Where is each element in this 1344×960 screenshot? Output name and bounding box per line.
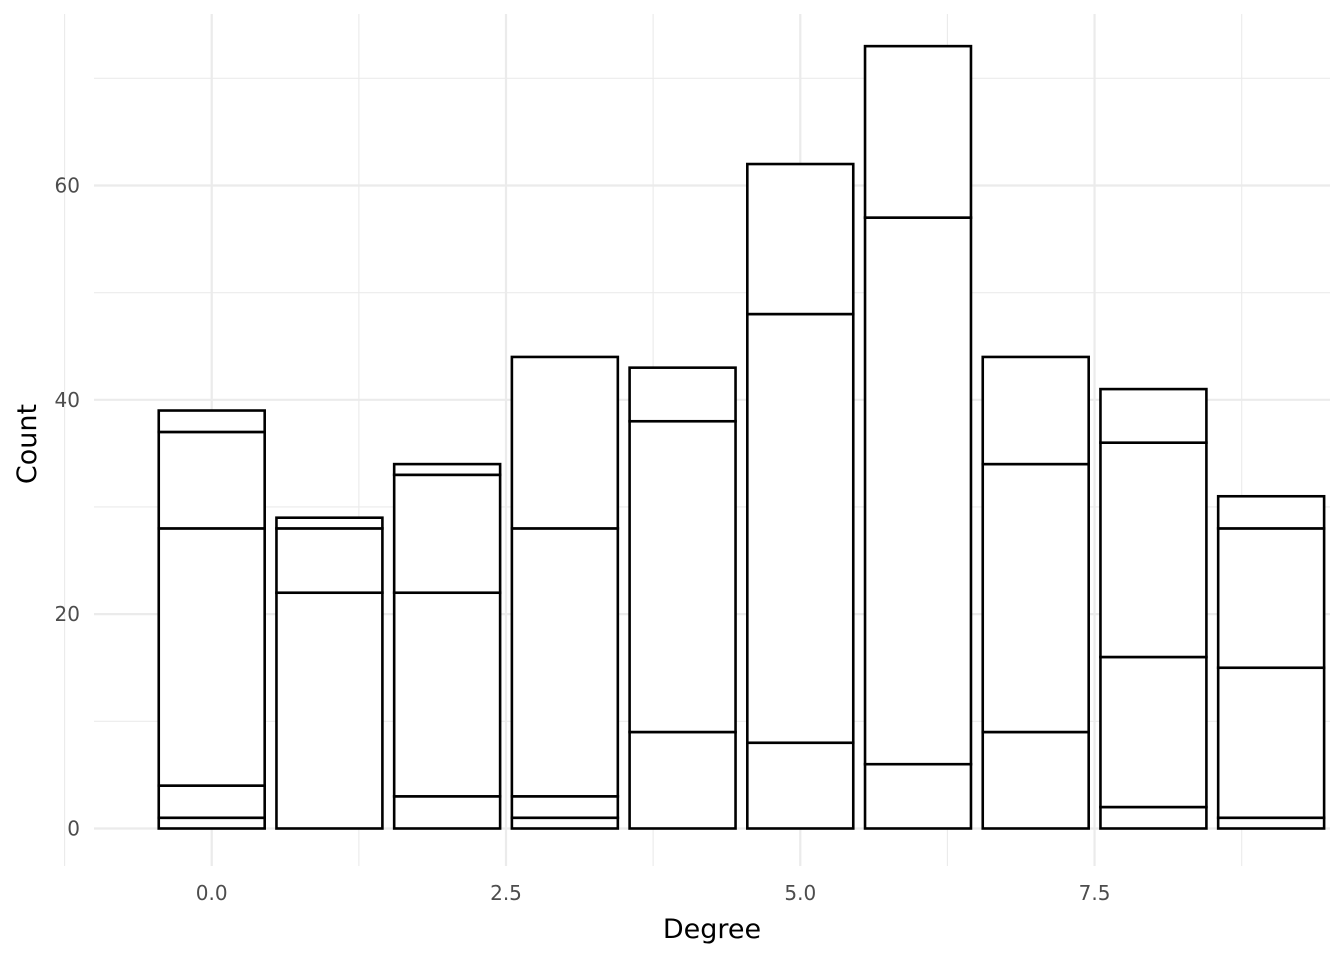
bar-3 xyxy=(510,355,620,830)
bar-segment xyxy=(981,355,1090,466)
bar-0 xyxy=(157,409,266,830)
bar-segment xyxy=(1216,666,1326,820)
bar-2 xyxy=(392,462,502,830)
bar-segment xyxy=(510,816,620,830)
bar-segment xyxy=(863,762,973,830)
bar-segment xyxy=(1099,655,1208,809)
bar-segment xyxy=(275,527,384,595)
bar-8 xyxy=(1099,387,1208,830)
y-tick-label: 60 xyxy=(55,173,80,197)
bar-segment xyxy=(510,355,620,530)
bars xyxy=(157,44,1326,830)
bar-segment xyxy=(628,419,737,734)
bar-9 xyxy=(1216,494,1326,830)
bar-segment xyxy=(1099,805,1208,830)
bar-segment xyxy=(392,591,502,798)
bar-4 xyxy=(628,366,737,830)
bar-segment xyxy=(1099,387,1208,444)
bar-segment xyxy=(392,473,502,595)
x-tick-label: 0.0 xyxy=(196,881,228,905)
bar-1 xyxy=(275,516,384,830)
x-tick-label: 5.0 xyxy=(784,881,816,905)
bar-segment xyxy=(510,527,620,798)
bar-segment xyxy=(157,816,266,830)
bar-segment xyxy=(746,312,855,745)
bar-segment xyxy=(746,741,855,830)
y-axis-title: Count xyxy=(12,404,43,484)
bar-segment xyxy=(1216,816,1326,830)
bar-segment xyxy=(157,409,266,434)
y-tick-label: 20 xyxy=(55,602,80,626)
y-axis-ticks: 0 20 40 60 xyxy=(55,173,80,840)
bar-segment xyxy=(157,527,266,787)
bar-segment xyxy=(628,366,737,423)
bar-segment xyxy=(628,730,737,830)
bar-5 xyxy=(746,162,855,830)
bar-segment xyxy=(275,591,384,830)
x-axis-title: Degree xyxy=(663,914,761,945)
bar-segment xyxy=(863,216,973,766)
bar-segment xyxy=(1216,527,1326,670)
x-tick-label: 2.5 xyxy=(490,881,522,905)
bar-segment xyxy=(863,44,973,219)
y-tick-label: 40 xyxy=(55,388,80,412)
bar-segment xyxy=(392,462,502,477)
bar-segment xyxy=(746,162,855,316)
bar-segment xyxy=(1099,441,1208,659)
x-tick-label: 7.5 xyxy=(1079,881,1111,905)
bar-segment xyxy=(981,462,1090,734)
y-tick-label: 0 xyxy=(67,816,80,840)
bar-segment xyxy=(157,430,266,530)
bar-segment xyxy=(981,730,1090,830)
bar-segment xyxy=(1216,494,1326,530)
x-axis-ticks: 0.0 2.5 5.0 7.5 xyxy=(196,881,1111,905)
bar-segment xyxy=(275,516,384,530)
bar-segment xyxy=(392,795,502,830)
bar-segment xyxy=(510,795,620,820)
bar-6 xyxy=(863,44,973,830)
bar-segment xyxy=(157,784,266,820)
bar-7 xyxy=(981,355,1090,830)
